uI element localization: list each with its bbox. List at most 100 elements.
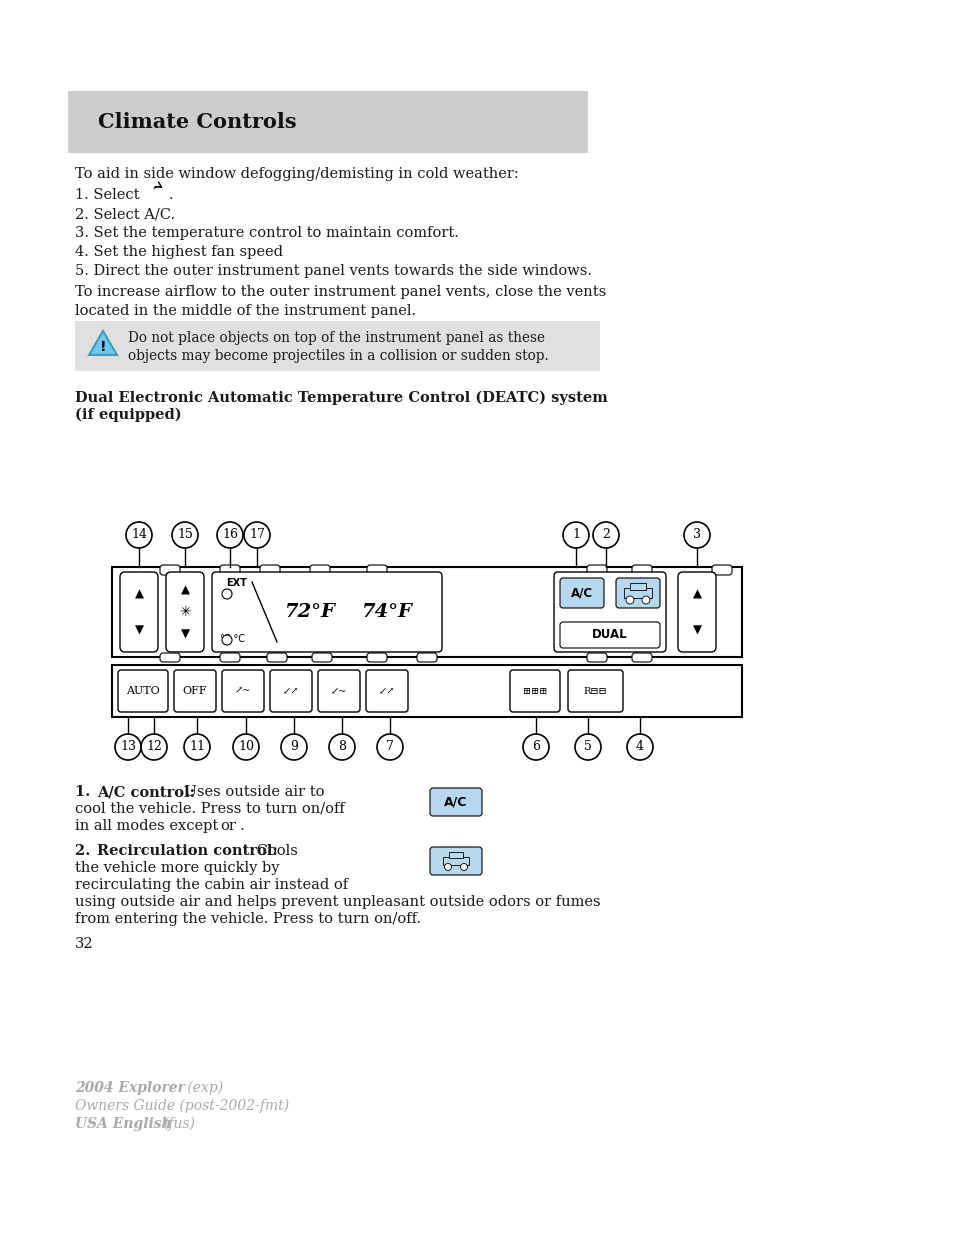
Text: 1: 1	[572, 529, 579, 541]
Circle shape	[329, 734, 355, 760]
Text: objects may become projectiles in a collision or sudden stop.: objects may become projectiles in a coll…	[128, 350, 548, 363]
Circle shape	[376, 734, 402, 760]
Circle shape	[281, 734, 307, 760]
Polygon shape	[89, 331, 117, 354]
FancyBboxPatch shape	[430, 847, 481, 876]
FancyBboxPatch shape	[586, 653, 606, 662]
FancyBboxPatch shape	[567, 671, 622, 713]
Text: .: .	[240, 819, 244, 832]
Circle shape	[115, 734, 141, 760]
Text: !: !	[100, 340, 106, 354]
FancyBboxPatch shape	[222, 671, 264, 713]
Bar	[623, 588, 651, 598]
Bar	[442, 857, 469, 864]
FancyBboxPatch shape	[166, 572, 204, 652]
Circle shape	[184, 734, 210, 760]
Circle shape	[625, 597, 634, 604]
FancyBboxPatch shape	[366, 671, 408, 713]
FancyBboxPatch shape	[120, 572, 158, 652]
Text: 9: 9	[290, 741, 297, 753]
Text: ↙~: ↙~	[331, 687, 347, 695]
Text: ▼: ▼	[134, 624, 143, 637]
Circle shape	[562, 522, 588, 548]
Text: 3. Set the temperature control to maintain comfort.: 3. Set the temperature control to mainta…	[75, 226, 458, 240]
Text: OFF: OFF	[182, 685, 207, 697]
Text: ▼: ▼	[180, 627, 190, 640]
FancyBboxPatch shape	[510, 671, 559, 713]
Text: 15: 15	[177, 529, 193, 541]
Text: 5. Direct the outer instrument panel vents towards the side windows.: 5. Direct the outer instrument panel ven…	[75, 264, 592, 278]
Circle shape	[460, 863, 467, 871]
Bar	[629, 583, 645, 590]
Text: ▲: ▲	[180, 584, 190, 597]
Text: in all modes except: in all modes except	[75, 819, 218, 832]
Text: EXT: EXT	[226, 578, 247, 588]
Text: 17: 17	[249, 529, 265, 541]
FancyBboxPatch shape	[220, 564, 240, 576]
Text: 2. Select A/C.: 2. Select A/C.	[75, 207, 175, 221]
Circle shape	[141, 734, 167, 760]
Text: from entering the vehicle. Press to turn on/off.: from entering the vehicle. Press to turn…	[75, 911, 420, 926]
Text: 5: 5	[583, 741, 591, 753]
Circle shape	[244, 522, 270, 548]
Text: 2: 2	[601, 529, 609, 541]
Text: ✳: ✳	[179, 605, 191, 619]
FancyBboxPatch shape	[586, 564, 606, 576]
FancyBboxPatch shape	[430, 788, 481, 816]
Circle shape	[444, 863, 451, 871]
FancyBboxPatch shape	[416, 653, 436, 662]
Text: Cools: Cools	[252, 844, 297, 858]
FancyBboxPatch shape	[367, 564, 387, 576]
FancyBboxPatch shape	[559, 622, 659, 648]
Text: 4. Set the highest fan speed: 4. Set the highest fan speed	[75, 245, 283, 259]
Text: 13: 13	[120, 741, 136, 753]
Bar	[75, 321, 599, 370]
Text: 12: 12	[146, 741, 162, 753]
Text: ↙↗: ↙↗	[283, 687, 299, 695]
Text: Owners Guide (post-2002-fmt): Owners Guide (post-2002-fmt)	[75, 1099, 289, 1114]
FancyBboxPatch shape	[317, 671, 359, 713]
Text: To increase airflow to the outer instrument panel vents, close the vents: To increase airflow to the outer instrum…	[75, 285, 605, 299]
Text: 1.: 1.	[75, 785, 95, 799]
Text: DUAL: DUAL	[592, 629, 627, 641]
Text: (fus): (fus)	[163, 1116, 194, 1131]
FancyBboxPatch shape	[711, 564, 731, 576]
Circle shape	[626, 734, 652, 760]
Text: ↗~: ↗~	[234, 687, 251, 695]
Text: 6: 6	[532, 741, 539, 753]
Text: the vehicle more quickly by: the vehicle more quickly by	[75, 861, 279, 876]
FancyBboxPatch shape	[173, 671, 215, 713]
FancyBboxPatch shape	[212, 572, 441, 652]
FancyBboxPatch shape	[367, 653, 387, 662]
Text: Climate Controls: Climate Controls	[98, 112, 296, 132]
FancyBboxPatch shape	[631, 564, 651, 576]
FancyBboxPatch shape	[270, 671, 312, 713]
Text: To aid in side window defogging/demisting in cold weather:: To aid in side window defogging/demistin…	[75, 167, 518, 182]
Text: USA English: USA English	[75, 1116, 176, 1131]
Text: AUTO: AUTO	[126, 685, 160, 697]
Circle shape	[172, 522, 198, 548]
Circle shape	[222, 589, 232, 599]
Text: °F °C: °F °C	[220, 634, 245, 643]
Bar	[112, 567, 741, 657]
Text: 72°F: 72°F	[284, 603, 335, 621]
Text: ⊞⊞⊞: ⊞⊞⊞	[522, 687, 547, 695]
Text: located in the middle of the instrument panel.: located in the middle of the instrument …	[75, 304, 416, 317]
Circle shape	[683, 522, 709, 548]
FancyBboxPatch shape	[267, 653, 287, 662]
Text: ▲: ▲	[692, 587, 700, 600]
FancyBboxPatch shape	[554, 572, 665, 652]
Text: or: or	[220, 819, 235, 832]
Text: A/C: A/C	[444, 795, 467, 809]
Circle shape	[522, 734, 548, 760]
Text: 10: 10	[237, 741, 253, 753]
Text: 3: 3	[692, 529, 700, 541]
FancyBboxPatch shape	[678, 572, 716, 652]
FancyBboxPatch shape	[559, 578, 603, 608]
Text: A/C control:: A/C control:	[97, 785, 195, 799]
Text: using outside air and helps prevent unpleasant outside odors or fumes: using outside air and helps prevent unpl…	[75, 895, 600, 909]
Circle shape	[641, 597, 649, 604]
Text: 8: 8	[337, 741, 346, 753]
Text: 11: 11	[189, 741, 205, 753]
Text: ▲: ▲	[134, 587, 143, 600]
